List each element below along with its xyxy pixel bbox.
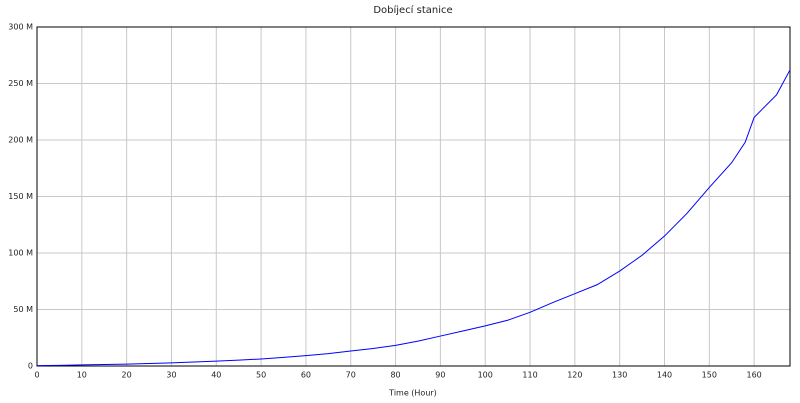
x-tick-label: 10 xyxy=(77,371,87,380)
y-tick-label: 250 M xyxy=(8,79,33,88)
x-tick-label: 130 xyxy=(612,371,627,380)
x-tick-label: 70 xyxy=(346,371,356,380)
x-tick-label: 110 xyxy=(522,371,537,380)
x-tick-label: 60 xyxy=(301,371,311,380)
plot-frame xyxy=(36,26,791,367)
y-tick-label: 0 xyxy=(28,362,33,371)
x-tick-label: 160 xyxy=(747,371,762,380)
x-tick-label: 150 xyxy=(702,371,717,380)
y-tick-label: 200 M xyxy=(8,136,33,145)
x-tick-label: 0 xyxy=(34,371,39,380)
x-tick-label: 120 xyxy=(567,371,582,380)
y-tick-label: 100 M xyxy=(8,249,33,258)
x-tick-label: 140 xyxy=(657,371,672,380)
x-tick-label: 40 xyxy=(211,371,221,380)
y-tick-label: 300 M xyxy=(8,23,33,32)
x-axis-label: Time (Hour) xyxy=(388,389,437,398)
x-tick-label: 80 xyxy=(390,371,400,380)
x-tick-label: 30 xyxy=(166,371,176,380)
x-tick-label: 100 xyxy=(478,371,493,380)
x-tick-label: 90 xyxy=(435,371,445,380)
x-tick-label: 50 xyxy=(256,371,266,380)
data-line xyxy=(36,69,791,367)
y-tick-label: 150 M xyxy=(8,192,33,201)
chart-title: Dobíjecí stanice xyxy=(373,4,452,16)
y-tick-label: 50 M xyxy=(13,305,33,314)
x-tick-label: 20 xyxy=(122,371,132,380)
